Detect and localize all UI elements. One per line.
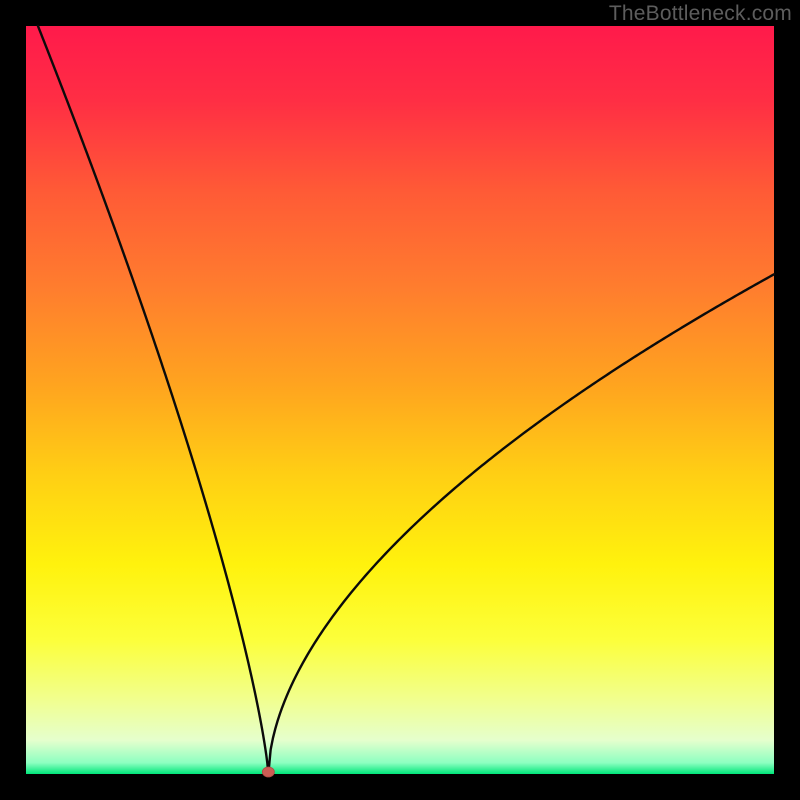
chart-stage: TheBottleneck.com	[0, 0, 800, 800]
bottleneck-curve-chart	[0, 0, 800, 800]
plot-background	[26, 26, 774, 774]
watermark-text: TheBottleneck.com	[609, 2, 792, 26]
optimal-point-marker	[262, 767, 274, 777]
